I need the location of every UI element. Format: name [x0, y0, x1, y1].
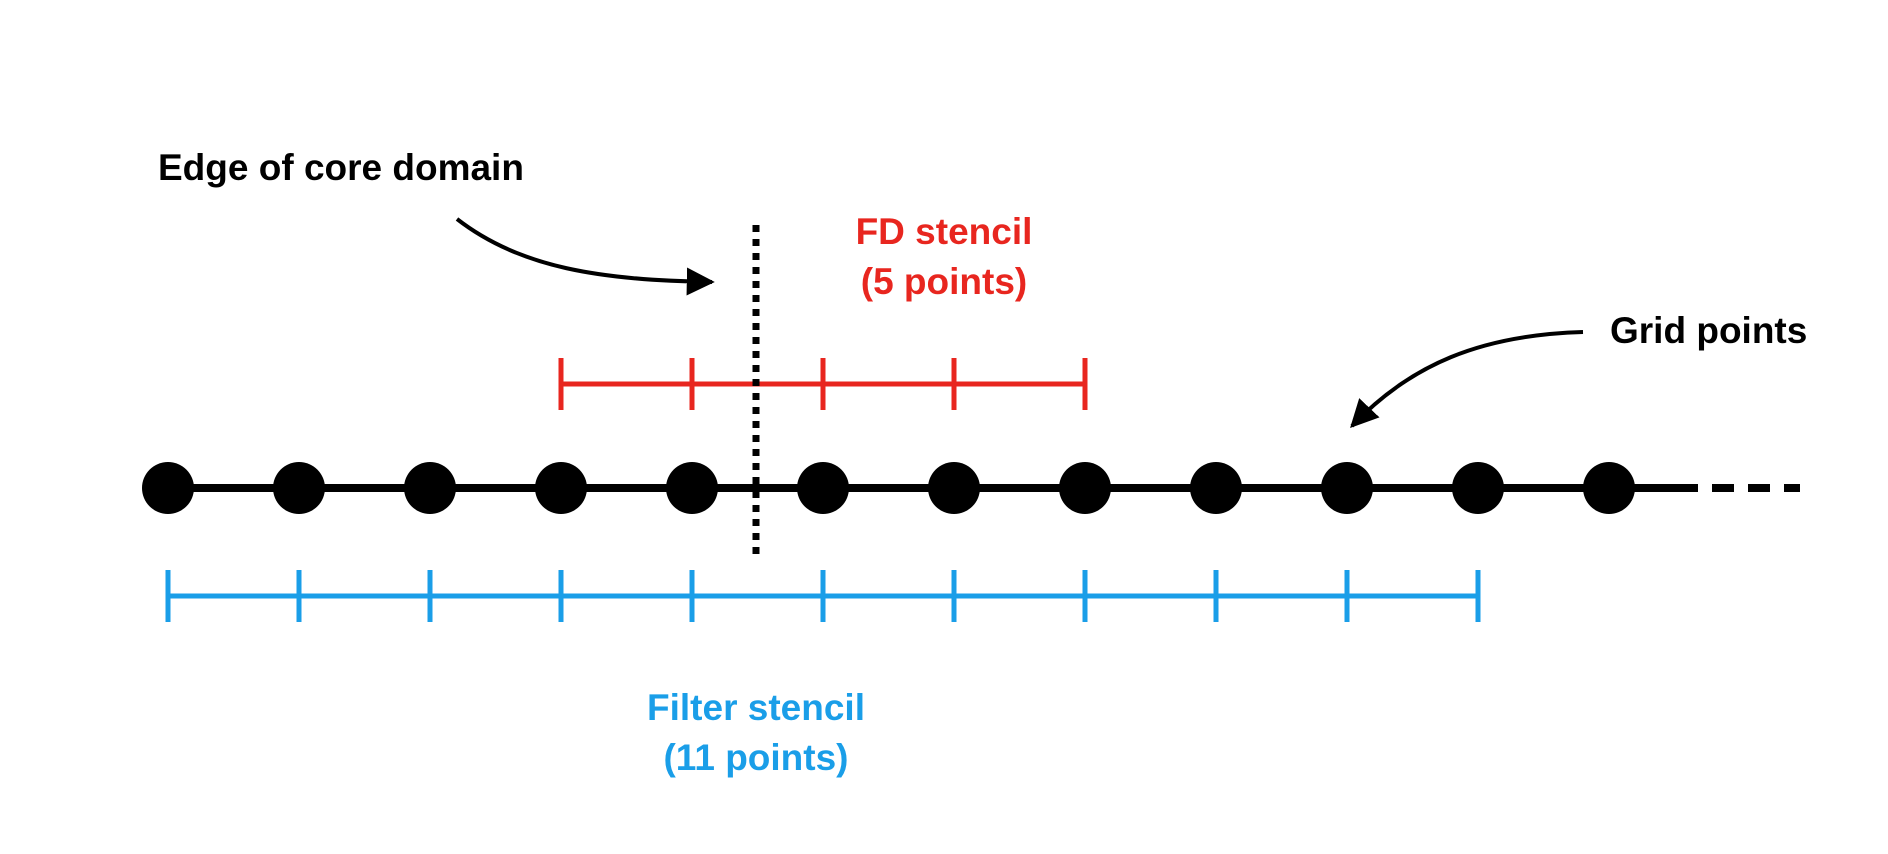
grid-points: [142, 462, 1635, 514]
edge-of-core-domain-label: Edge of core domain: [158, 147, 524, 188]
edge-arrow: [455, 217, 715, 296]
grid-point: [797, 462, 849, 514]
grid-points-arrow: [1350, 330, 1584, 429]
grid-point: [1452, 462, 1504, 514]
grid-point: [273, 462, 325, 514]
grid-point: [1583, 462, 1635, 514]
fd-stencil: [558, 358, 1088, 410]
grid-point: [404, 462, 456, 514]
grid-point: [928, 462, 980, 514]
grid-point: [666, 462, 718, 514]
grid-point: [1059, 462, 1111, 514]
fd-stencil-count: (5 points): [861, 261, 1027, 302]
filter-stencil-title: Filter stencil: [647, 687, 865, 728]
grid-point: [535, 462, 587, 514]
fd-stencil-title: FD stencil: [856, 211, 1033, 252]
filter-stencil-count: (11 points): [663, 737, 848, 778]
grid-points-label: Grid points: [1610, 310, 1807, 351]
filter-stencil: [165, 570, 1481, 622]
grid-point: [1190, 462, 1242, 514]
grid-point: [142, 462, 194, 514]
grid-point: [1321, 462, 1373, 514]
